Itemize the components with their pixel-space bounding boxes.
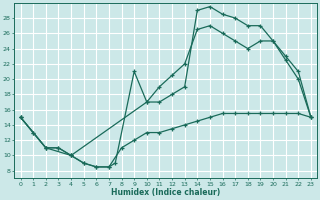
X-axis label: Humidex (Indice chaleur): Humidex (Indice chaleur) xyxy=(111,188,220,197)
